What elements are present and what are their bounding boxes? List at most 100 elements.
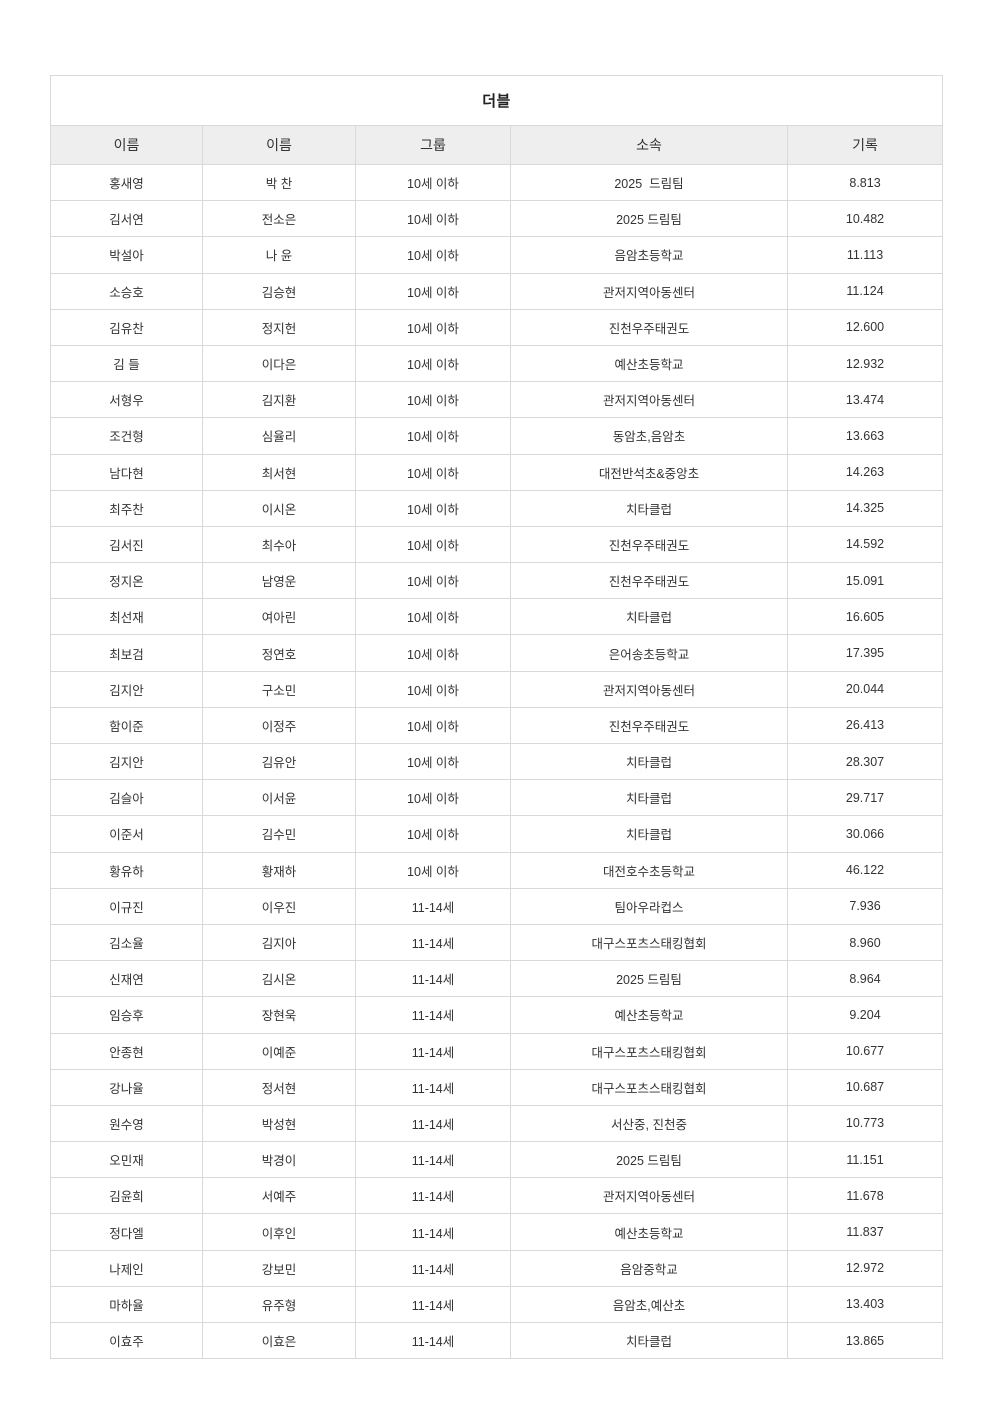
table-row: 김서연 전소은 10세 이하 2025 드림팀 10.482 [50, 200, 944, 238]
table-cell-name2: 김승현 [202, 272, 356, 310]
table-cell-affiliation: 치타클럽 [510, 1321, 788, 1360]
table-cell-affiliation: 치타클럽 [510, 779, 788, 817]
table-row: 소승호 김승현 10세 이하 관저지역아동센터 11.124 [50, 272, 944, 310]
table-cell-name2: 김유안 [202, 742, 356, 781]
table-row: 이규진 이우진 11-14세 팀아우라컵스 7.936 [50, 887, 944, 925]
table-cell-group: 10세 이하 [355, 236, 511, 274]
table-cell-record: 13.663 [786, 417, 944, 455]
table-row: 조건형 심율리 10세 이하 동암초,음암초 13.663 [50, 417, 944, 455]
table-cell-name2: 박경이 [202, 1141, 356, 1179]
table-cell-affiliation: 음암초,예산초 [510, 1285, 788, 1324]
table-cell-record: 11.124 [786, 272, 944, 310]
table-cell-record: 8.813 [786, 163, 944, 202]
table-cell-name1: 김유찬 [50, 308, 203, 346]
table-cell-group: 10세 이하 [355, 417, 511, 455]
table-cell-name1: 이준서 [50, 815, 203, 853]
table-cell-group: 10세 이하 [355, 815, 511, 853]
table-cell-name1: 오민재 [50, 1141, 203, 1179]
table-cell-group: 11-14세 [355, 1249, 511, 1287]
table-cell-name2: 이정주 [202, 706, 356, 745]
table-cell-affiliation: 2025 드림팀 [510, 1141, 788, 1179]
table-cell-name1: 함이준 [50, 706, 203, 745]
table-cell-group: 10세 이하 [355, 670, 511, 708]
table-cell-name1: 김슬아 [50, 779, 203, 817]
table-row: 원수영 박성현 11-14세 서산중, 진천중 10.773 [50, 1104, 944, 1143]
table-cell-name2: 이시온 [202, 489, 356, 527]
table-cell-name2: 김지아 [202, 923, 356, 962]
table-cell-affiliation: 음암중학교 [510, 1249, 788, 1287]
table-cell-name2: 서예주 [202, 1177, 356, 1215]
table-cell-name1: 김 들 [50, 344, 203, 383]
table-cell-affiliation: 예산초등학교 [510, 1213, 788, 1251]
table-row: 함이준 이정주 10세 이하 진천우주태권도 26.413 [50, 706, 944, 745]
table-row: 이효주 이효은 11-14세 치타클럽 13.865 [50, 1321, 944, 1360]
table-cell-affiliation: 서산중, 진천중 [510, 1104, 788, 1143]
table-cell-name1: 박설아 [50, 236, 203, 274]
table-cell-record: 12.600 [786, 308, 944, 346]
table-cell-affiliation: 치타클럽 [510, 815, 788, 853]
table-cell-record: 29.717 [786, 779, 944, 817]
table-cell-record: 13.865 [786, 1321, 944, 1360]
table-cell-affiliation: 진천우주태권도 [510, 562, 788, 600]
table-cell-record: 7.936 [786, 887, 944, 925]
table-cell-affiliation: 2025 드림팀 [510, 960, 788, 998]
table-cell-name2: 유주형 [202, 1285, 356, 1324]
table-row: 박설아 나 윤 10세 이하 음암초등학교 11.113 [50, 236, 944, 274]
table-cell-group: 10세 이하 [355, 706, 511, 745]
table-cell-affiliation: 관저지역아동센터 [510, 1177, 788, 1215]
table-row: 임승후 장현욱 11-14세 예산초등학교 9.204 [50, 996, 944, 1034]
table-cell-name2: 김시온 [202, 960, 356, 998]
table-cell-record: 11.151 [786, 1141, 944, 1179]
table-cell-group: 11-14세 [355, 1177, 511, 1215]
table-row: 오민재 박경이 11-14세 2025 드림팀 11.151 [50, 1141, 944, 1179]
table-cell-group: 10세 이하 [355, 851, 511, 889]
table-cell-group: 10세 이하 [355, 453, 511, 491]
table-cell-record: 10.677 [786, 1032, 944, 1070]
column-header-record: 기록 [786, 125, 944, 165]
results-table-body: 홍새영 박 찬 10세 이하 2025 드림팀 8.813 김서연 전소은 10세 이하 202… [50, 163, 944, 1360]
table-cell-group: 10세 이하 [355, 200, 511, 238]
table-row: 김소율 김지아 11-14세 대구스포츠스태킹협회 8.960 [50, 923, 944, 962]
table-cell-name1: 안종현 [50, 1032, 203, 1070]
table-cell-record: 12.932 [786, 344, 944, 383]
table-cell-record: 11.837 [786, 1213, 944, 1251]
table-cell-group: 11-14세 [355, 1032, 511, 1070]
table-cell-name2: 박 찬 [202, 163, 356, 202]
table-cell-affiliation: 2025 드림팀 [510, 200, 788, 238]
table-row: 이준서 김수민 10세 이하 치타클럽 30.066 [50, 815, 944, 853]
table-cell-affiliation: 관저지역아동센터 [510, 670, 788, 708]
table-cell-record: 26.413 [786, 706, 944, 745]
table-row: 신재연 김시온 11-14세 2025 드림팀 8.964 [50, 960, 944, 998]
table-cell-name1: 조건형 [50, 417, 203, 455]
table-cell-name2: 이후인 [202, 1213, 356, 1251]
table-row: 김유찬 정지헌 10세 이하 진천우주태권도 12.600 [50, 308, 944, 346]
table-cell-name2: 이우진 [202, 887, 356, 925]
table-header-row: 이름 이름 그룹 소속 기록 [50, 125, 944, 165]
table-cell-name2: 장현욱 [202, 996, 356, 1034]
table-cell-record: 10.773 [786, 1104, 944, 1143]
table-cell-record: 11.113 [786, 236, 944, 274]
table-cell-name2: 나 윤 [202, 236, 356, 274]
table-cell-record: 8.960 [786, 923, 944, 962]
table-cell-name2: 여아린 [202, 598, 356, 636]
table-cell-group: 11-14세 [355, 1321, 511, 1360]
table-cell-name1: 최주찬 [50, 489, 203, 527]
table-row: 안종현 이예준 11-14세 대구스포츠스태킹협회 10.677 [50, 1032, 944, 1070]
table-row: 강나율 정서현 11-14세 대구스포츠스태킹협회 10.687 [50, 1068, 944, 1106]
table-row: 최선재 여아린 10세 이하 치타클럽 16.605 [50, 598, 944, 636]
table-cell-record: 13.403 [786, 1285, 944, 1324]
table-cell-record: 8.964 [786, 960, 944, 998]
table-title-row: 더블 [49, 75, 944, 126]
table-cell-affiliation: 진천우주태권도 [510, 706, 788, 745]
table-cell-name1: 정지온 [50, 562, 203, 600]
table-cell-group: 10세 이하 [355, 598, 511, 636]
table-cell-name1: 황유하 [50, 851, 203, 889]
table-cell-name2: 전소은 [202, 200, 356, 238]
table-cell-affiliation: 예산초등학교 [510, 996, 788, 1034]
table-cell-group: 11-14세 [355, 923, 511, 962]
table-cell-record: 30.066 [786, 815, 944, 853]
table-cell-group: 10세 이하 [355, 381, 511, 419]
table-row: 김지안 김유안 10세 이하 치타클럽 28.307 [50, 742, 944, 781]
table-row: 김지안 구소민 10세 이하 관저지역아동센터 20.044 [50, 670, 944, 708]
table-cell-affiliation: 예산초등학교 [510, 344, 788, 383]
